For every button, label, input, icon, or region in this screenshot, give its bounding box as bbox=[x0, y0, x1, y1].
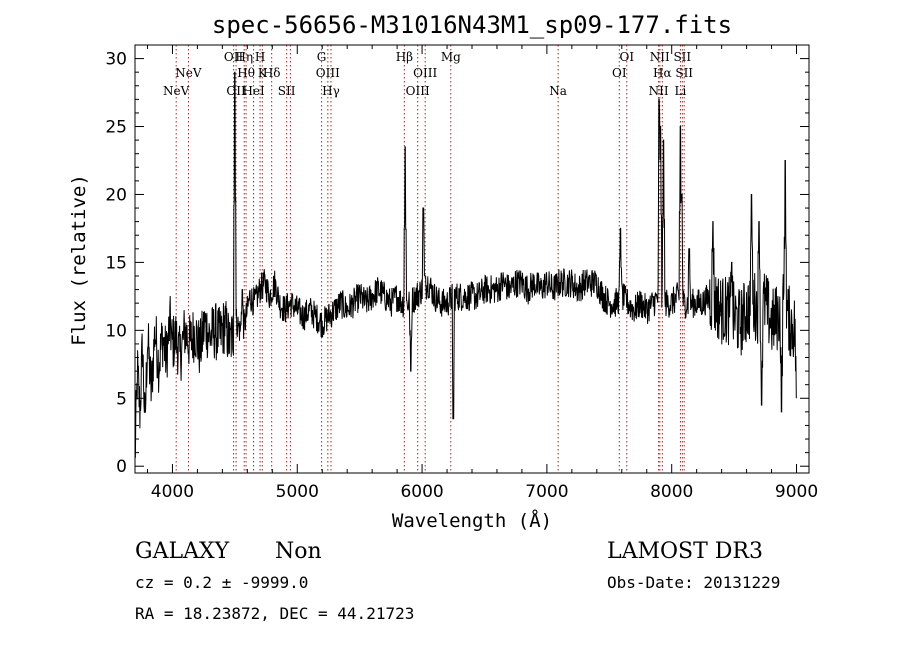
emission-line-label: SII bbox=[675, 66, 693, 80]
emission-line-label: G bbox=[317, 50, 327, 64]
y-tick-label: 20 bbox=[105, 185, 127, 205]
spectrum-series-line bbox=[134, 71, 797, 458]
emission-line-label: Mg bbox=[441, 50, 461, 64]
x-tick-label: 6000 bbox=[400, 482, 443, 502]
emission-line-label: OII bbox=[226, 84, 246, 98]
object-subclass: Non bbox=[275, 539, 322, 564]
y-tick-label: 15 bbox=[105, 253, 127, 273]
emission-line-label: Li bbox=[674, 84, 686, 98]
y-tick-label: 10 bbox=[105, 321, 127, 341]
emission-line-label: H bbox=[255, 50, 265, 64]
x-tick-label: 5000 bbox=[276, 482, 319, 502]
emission-line-label: Hη bbox=[235, 50, 253, 64]
emission-line-label: OII bbox=[224, 50, 244, 64]
emission-line-label: NeV bbox=[163, 84, 190, 98]
emission-line-label: SII bbox=[673, 50, 691, 64]
redshift-cz: cz = 0.2 ± -9999.0 bbox=[135, 573, 308, 592]
emission-line-label: OI bbox=[612, 66, 627, 80]
emission-line-label: Na bbox=[549, 84, 567, 98]
emission-line-label: K bbox=[258, 66, 268, 80]
emission-line-label: NII bbox=[650, 50, 670, 64]
emission-line-label: NeV bbox=[175, 66, 202, 80]
emission-line-labels: NeVNeVOIIOIIHηHθHeIHKHδSIIGOIIIHγHβOIIIO… bbox=[163, 50, 693, 98]
y-axis: 0 5 10 15 20 25 30 bbox=[105, 50, 809, 477]
y-tick-label: 0 bbox=[116, 457, 127, 477]
emission-line-label: NII bbox=[649, 84, 669, 98]
sky-coordinates: RA = 18.23872, DEC = 44.21723 bbox=[135, 604, 414, 623]
x-axis: 4000 5000 6000 7000 8000 9000 bbox=[146, 45, 818, 502]
emission-line-label: OI bbox=[620, 50, 635, 64]
chart-title: spec-56656-M31016N43M1_sp09-177.fits bbox=[212, 11, 732, 39]
emission-line-label: Hβ bbox=[396, 50, 413, 64]
emission-line-label: Hθ bbox=[237, 66, 255, 80]
survey-name: LAMOST DR3 bbox=[607, 539, 763, 564]
emission-line-label: Hα bbox=[653, 66, 672, 80]
x-axis-label: Wavelength (Å) bbox=[392, 509, 552, 532]
x-tick-label: 9000 bbox=[775, 482, 818, 502]
object-class: GALAXY bbox=[135, 539, 230, 564]
emission-line-label: Hδ bbox=[263, 66, 281, 80]
emission-line-label: SII bbox=[278, 84, 296, 98]
emission-line-label: OIII bbox=[413, 66, 437, 80]
y-axis-label: Flux (relative) bbox=[68, 174, 90, 346]
y-tick-label: 5 bbox=[116, 389, 127, 409]
emission-line-label: Hγ bbox=[322, 84, 340, 98]
emission-line-markers bbox=[175, 45, 685, 473]
observation-date: Obs-Date: 20131229 bbox=[607, 573, 780, 592]
y-tick-label: 25 bbox=[105, 118, 127, 138]
x-tick-label: 7000 bbox=[525, 482, 568, 502]
x-tick-label: 4000 bbox=[151, 482, 194, 502]
y-tick-label: 30 bbox=[105, 50, 127, 70]
x-tick-label: 8000 bbox=[650, 482, 693, 502]
emission-line-label: OIII bbox=[316, 66, 340, 80]
emission-line-label: OIII bbox=[406, 84, 430, 98]
emission-line-label: HeI bbox=[242, 84, 265, 98]
